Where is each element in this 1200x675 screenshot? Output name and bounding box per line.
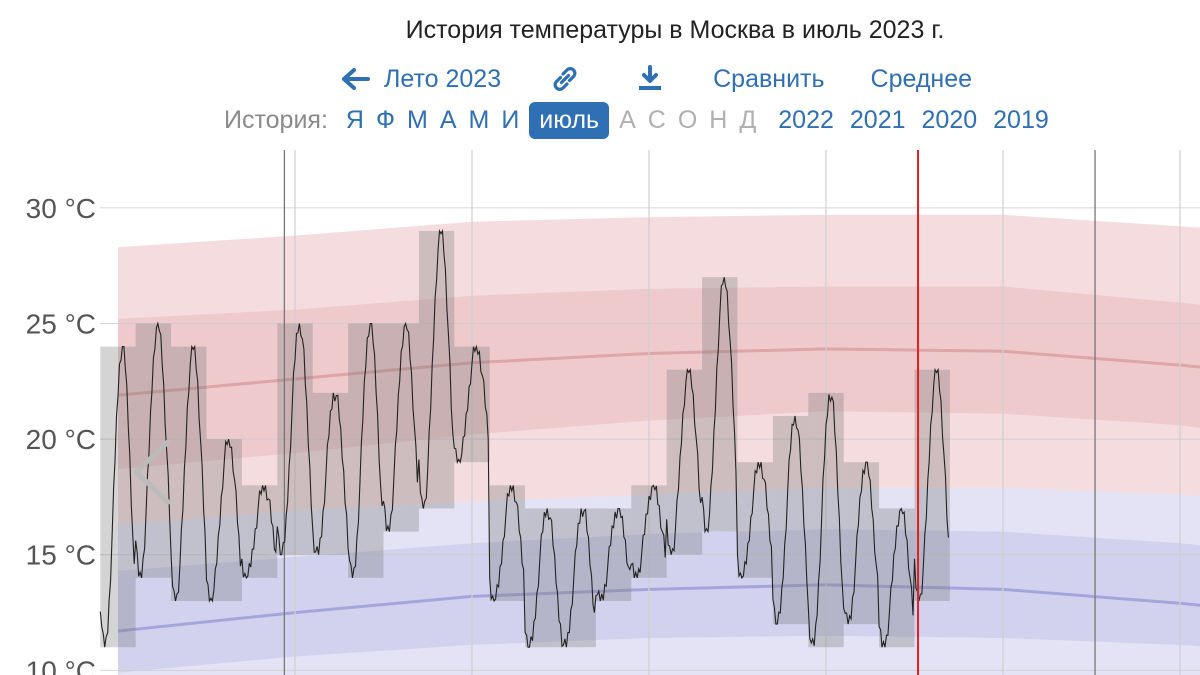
history-year-2021[interactable]: 2021 xyxy=(849,105,906,134)
season-link[interactable]: Лето 2023 xyxy=(342,65,501,94)
history-month-2[interactable]: Ф xyxy=(375,105,395,134)
download-icon xyxy=(637,65,663,93)
low-mean-line xyxy=(117,583,1200,633)
history-month-5[interactable]: М xyxy=(468,105,490,134)
y-tick-label: 30 °C xyxy=(26,193,96,224)
daily-range-bar xyxy=(241,485,278,578)
history-year-2019[interactable]: 2019 xyxy=(993,105,1049,134)
link-icon xyxy=(551,65,579,93)
daily-range-bar xyxy=(737,462,773,578)
history-month-11: Н xyxy=(709,105,728,134)
history-month-8: А xyxy=(619,105,636,134)
y-tick-label: 15 °C xyxy=(26,540,96,571)
y-tick-label: 10 °C xyxy=(26,655,96,675)
y-tick-label: 25 °C xyxy=(26,308,96,339)
history-month-4[interactable]: А xyxy=(439,105,457,134)
low-band-outer xyxy=(118,487,1200,675)
high-mean-line xyxy=(117,347,1200,397)
chevron-left-icon[interactable] xyxy=(133,439,171,505)
download-button[interactable] xyxy=(637,65,663,93)
season-label: Лето 2023 xyxy=(384,64,502,93)
high-band-inner xyxy=(118,286,1200,470)
history-year-2022[interactable]: 2022 xyxy=(778,105,834,134)
daily-range-bar xyxy=(489,485,526,601)
history-month-9: С xyxy=(647,105,666,134)
link-button[interactable] xyxy=(551,65,579,93)
history-month-3[interactable]: М xyxy=(406,105,428,134)
history-year-2020[interactable]: 2020 xyxy=(921,105,978,134)
arrow-left-icon xyxy=(342,68,370,90)
average-link[interactable]: Среднее xyxy=(870,64,973,93)
daily-range-bar xyxy=(560,508,596,648)
history-label: История: xyxy=(224,105,328,134)
history-month-6[interactable]: И xyxy=(501,105,520,134)
compare-link[interactable]: Сравнить xyxy=(713,64,825,93)
page-title: История температуры в Москва в июль 2023… xyxy=(405,16,945,44)
history-month-7[interactable]: июль xyxy=(529,101,610,139)
y-tick-label: 20 °C xyxy=(26,424,96,455)
temperature-chart: 10 °C 15 °C 20 °C 25 °C 30 °C xyxy=(26,150,1200,675)
observed-temperature-line xyxy=(99,228,949,648)
history-month-12: Д xyxy=(739,105,757,134)
history-month-10: О xyxy=(677,105,698,134)
low-band-inner xyxy=(118,529,1200,673)
history-month-1[interactable]: Я xyxy=(345,105,364,134)
nav-toolbar: Лето 2023 Сравнить Среднее xyxy=(342,62,972,96)
